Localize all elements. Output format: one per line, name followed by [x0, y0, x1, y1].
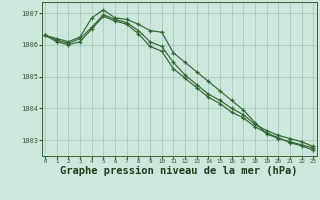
X-axis label: Graphe pression niveau de la mer (hPa): Graphe pression niveau de la mer (hPa) — [60, 166, 298, 176]
